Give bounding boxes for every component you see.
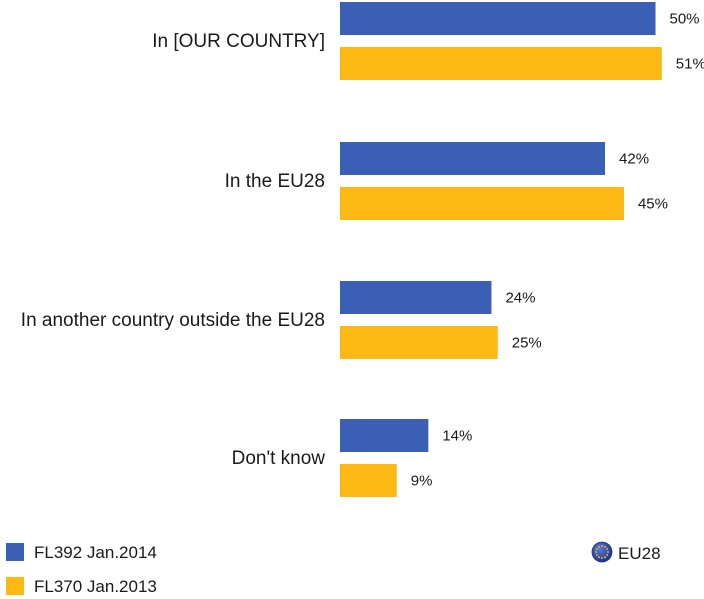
data-label: 42% [619,151,649,168]
data-label: 45% [638,196,668,213]
legend: FL392 Jan.2014 FL370 Jan.2013 [6,543,157,596]
eu-flag-stars [595,545,609,559]
bar-2013 [340,47,662,80]
region-label: EU28 [618,544,661,563]
legend-swatch [6,543,24,561]
bar-2014 [340,281,492,314]
flag-star [601,557,603,559]
category-labels: In [OUR COUNTRY] In the EU28 In another co… [21,31,325,469]
legend-label: FL392 Jan.2014 [34,543,157,562]
legend-swatch [6,577,24,595]
flag-star [595,554,598,556]
category-label: In another country outside the EU28 [21,310,325,331]
data-label: 14% [442,428,472,445]
flag-star [606,554,609,556]
bar-2013 [340,187,624,220]
data-label: 9% [411,473,433,490]
bar-2013 [340,464,397,497]
bar-2013 [340,326,498,359]
data-label: 24% [505,290,535,307]
flag-star [595,551,597,553]
legend-label: FL370 Jan.2013 [34,577,157,596]
data-label: 25% [512,335,542,352]
flag-star [606,548,609,550]
data-label: 50% [670,11,700,28]
flag-star [598,556,600,559]
value-labels: 50% 51% 42% 45% 24% 25% 14% 9% [411,11,704,490]
flag-star [601,545,603,547]
data-label: 51% [676,56,704,73]
region-indicator: EU28 [591,541,661,563]
category-label: Don't know [232,448,326,469]
bar-2014 [340,419,429,452]
category-label: In [OUR COUNTRY] [152,31,325,52]
bar-2014 [340,142,606,175]
flag-star [595,548,598,550]
bar-2014 [340,2,656,35]
category-label: In the EU28 [225,171,325,192]
flag-star [598,545,600,548]
flag-star [607,551,609,553]
flag-star [604,556,606,559]
bars [340,2,662,497]
flag-star [604,545,606,548]
eu-flag-icon [591,541,613,563]
